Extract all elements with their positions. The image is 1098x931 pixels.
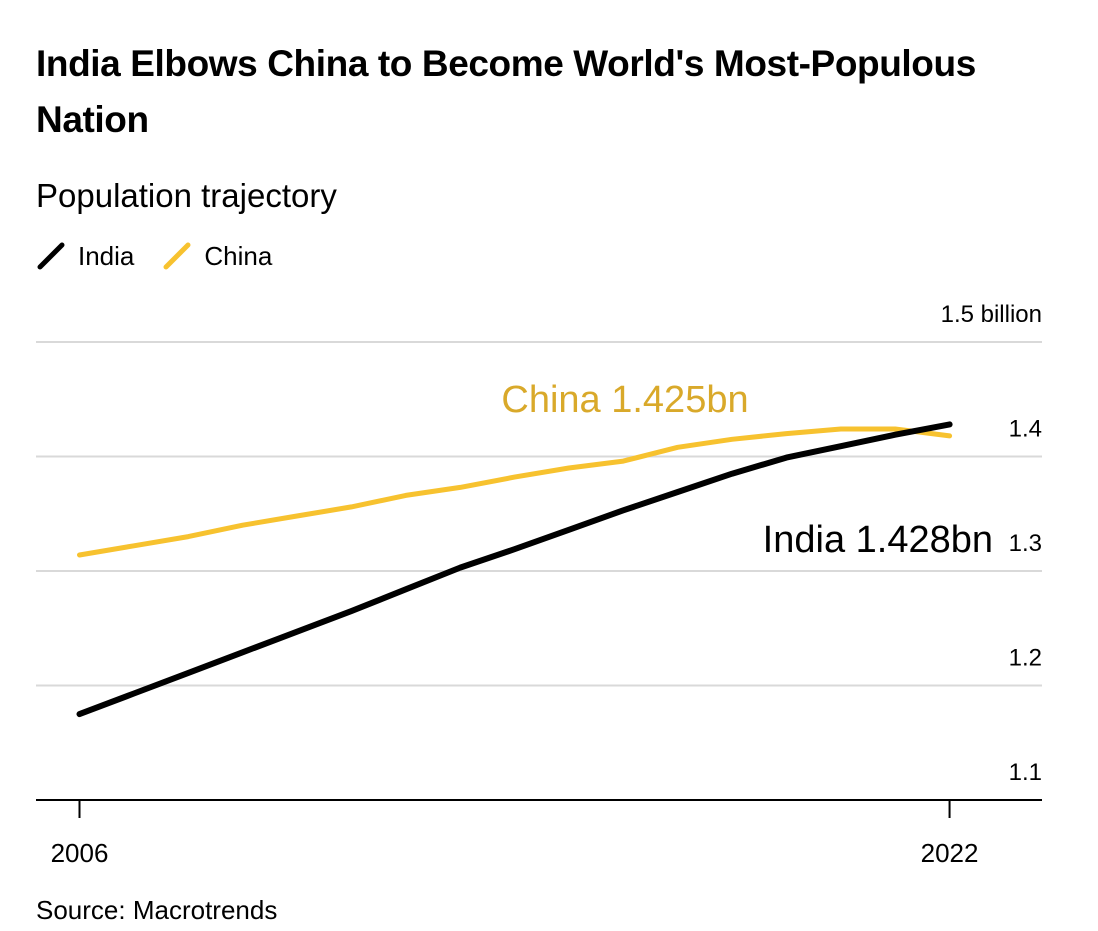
x-tick-label-2006: 2006 [51,838,109,868]
y-tick-label-1.1: 1.1 [1009,759,1042,786]
series-line-china [77,426,953,558]
x-tick-label-2022: 2022 [921,838,979,868]
legend-item-india: India [36,241,134,272]
chart-subtitle: Population trajectory [36,177,337,214]
series-line-india [76,421,953,718]
legend-swatch-china [163,242,191,270]
source-note: Source: Macrotrends [36,895,278,925]
y-tick-label-1.5: 1.5 billion [941,301,1042,328]
legend: India China [36,238,300,274]
legend-item-china: China [162,241,272,272]
annotation-india: India 1.428bn [763,519,993,561]
y-tick-label-1.3: 1.3 [1009,530,1042,557]
y-tick-label-1.2: 1.2 [1009,645,1042,672]
annotation-china: China 1.425bn [501,379,748,421]
legend-label-india: India [78,240,135,271]
y-tick-label-1.4: 1.4 [1009,416,1042,443]
legend-label-china: China [204,240,273,271]
legend-swatch-india [37,242,65,270]
chart-title: India Elbows China to Become World's Mos… [36,43,976,140]
